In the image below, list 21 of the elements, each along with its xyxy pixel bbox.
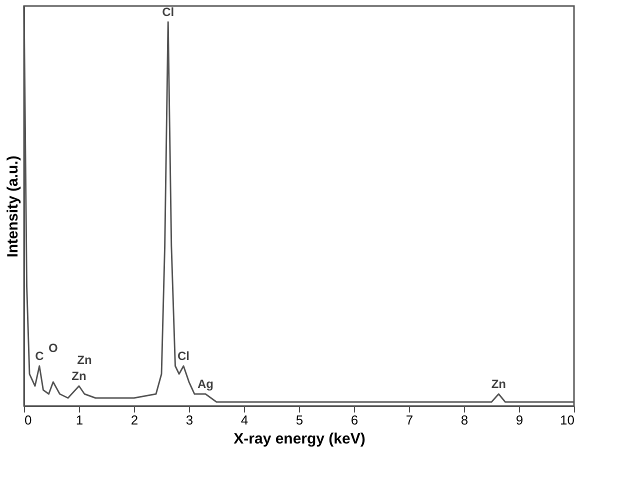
x-tick-label: 4 xyxy=(240,412,248,428)
x-tick-label: 1 xyxy=(76,412,84,428)
annotation: O xyxy=(48,341,58,355)
annotation: Zn xyxy=(491,377,506,391)
annotation: Zn xyxy=(77,353,92,367)
x-tick-label: 10 xyxy=(560,412,574,428)
x-tick-label: 9 xyxy=(516,412,524,428)
x-tick-label: 6 xyxy=(350,412,358,428)
x-tick-label: 8 xyxy=(460,412,468,428)
annotation: Cl xyxy=(162,5,174,19)
y-axis-title: Intensity (a.u.) xyxy=(4,156,22,258)
x-tick-label: 2 xyxy=(130,412,138,428)
annotation: Ag xyxy=(198,377,214,391)
annotation: Zn xyxy=(72,369,86,383)
x-tick-label: 7 xyxy=(406,412,414,428)
x-axis-title: X-ray energy (keV) xyxy=(234,430,366,448)
annotation: Cl xyxy=(178,349,190,363)
x-tick-label: 0 xyxy=(24,412,32,428)
annotation: C xyxy=(35,349,44,363)
x-tick-label: 3 xyxy=(186,412,194,428)
x-tick-label: 5 xyxy=(296,412,304,428)
